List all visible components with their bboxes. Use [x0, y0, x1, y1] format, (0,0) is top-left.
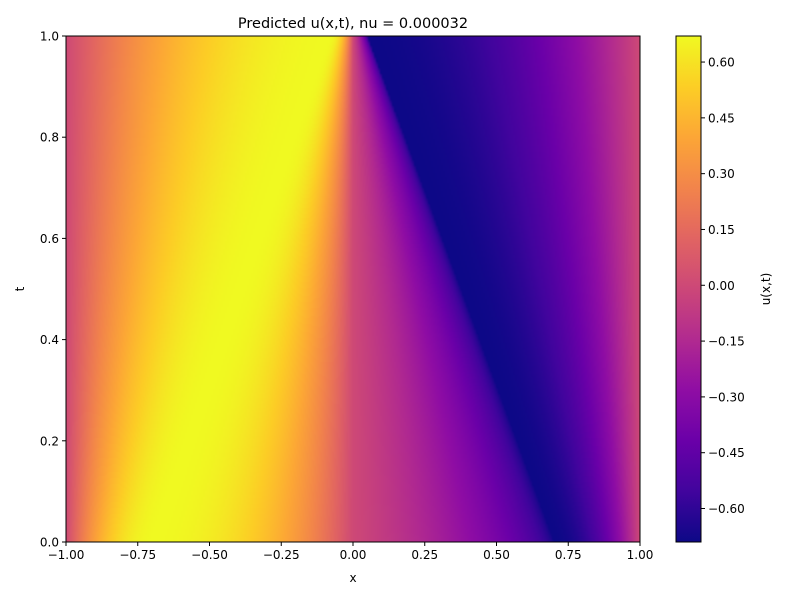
y-tick-label: 1.0 [40, 30, 59, 44]
x-axis-label: x [349, 571, 356, 585]
y-tick-label: 0.2 [40, 434, 59, 448]
colorbar-frame [675, 35, 702, 543]
colorbar-tick-label: 0.00 [708, 279, 735, 293]
colorbar-tick-label: 0.60 [708, 56, 735, 70]
colorbar-tick-label: −0.30 [708, 390, 745, 404]
y-tick-label: 0.8 [40, 131, 59, 145]
y-axis-label: t [13, 286, 27, 291]
x-tick-label: 0.00 [340, 548, 367, 562]
plot-area [65, 35, 641, 543]
colorbar-gradient [676, 36, 701, 542]
colorbar: −0.60 −0.45 −0.30 −0.15 0.00 0.15 0.30 0.45 0.60… [675, 35, 773, 543]
colorbar-tick-label: −0.60 [708, 502, 745, 516]
x-tick-label: 1.00 [627, 548, 654, 562]
x-tick-label: 0.50 [483, 548, 510, 562]
colorbar-label: u(x,t) [759, 273, 773, 306]
y-tick-label: 0.4 [40, 333, 59, 347]
x-tick-label: −0.75 [119, 548, 156, 562]
colorbar-tick-label: −0.45 [708, 446, 745, 460]
y-tick-label: 0.0 [40, 536, 59, 550]
y-axis: 0.0 0.2 0.4 0.6 0.8 1.0 [40, 30, 66, 550]
x-tick-label: 0.75 [555, 548, 582, 562]
colorbar-tick-label: 0.15 [708, 223, 735, 237]
colorbar-tick-label: −0.15 [708, 335, 745, 349]
chart-title: Predicted u(x,t), nu = 0.000032 [238, 16, 468, 32]
x-tick-label: 0.25 [411, 548, 438, 562]
heatmap-image [66, 36, 640, 542]
x-tick-label: −0.25 [263, 548, 300, 562]
colorbar-ticks: −0.60 −0.45 −0.30 −0.15 0.00 0.15 0.30 0.45 0.60 [701, 56, 745, 516]
x-tick-label: −1.00 [48, 548, 85, 562]
y-tick-label: 0.6 [40, 232, 59, 246]
colorbar-tick-label: 0.30 [708, 167, 735, 181]
x-tick-label: −0.50 [191, 548, 228, 562]
colorbar-tick-label: 0.45 [708, 111, 735, 125]
x-axis: −1.00 −0.75 −0.50 −0.25 0.00 0.25 0.50 0.75 1.00 [48, 542, 654, 562]
